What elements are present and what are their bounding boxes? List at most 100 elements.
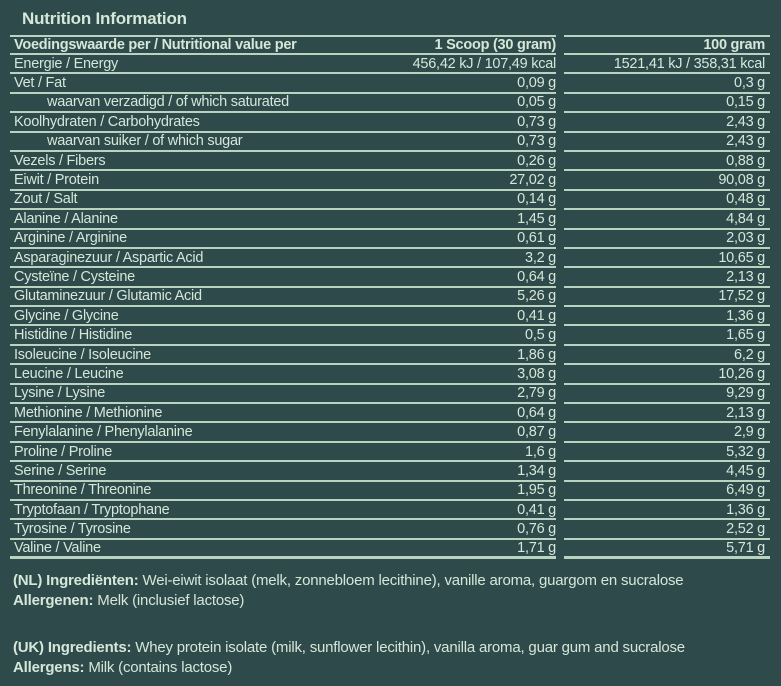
table-row: Lysine / Lysine 2,79 g 9,29 g <box>10 385 770 405</box>
row-value-per-100g: 10,26 g <box>564 365 770 385</box>
column-spacer <box>556 74 564 93</box>
row-value-per-100g: 2,9 g <box>564 423 770 443</box>
column-spacer <box>556 152 564 171</box>
column-spacer <box>556 482 564 501</box>
table-row: Tyrosine / Tyrosine 0,76 g 2,52 g <box>10 520 770 540</box>
row-label: Leucine / Leucine <box>10 365 356 385</box>
row-label: Valine / Valine <box>10 540 356 560</box>
table-row: Serine / Serine 1,34 g 4,45 g <box>10 462 770 482</box>
column-spacer <box>556 540 564 559</box>
row-value-per-100g: 1521,41 kJ / 358,31 kcal <box>564 55 770 75</box>
uk-allergens-line: Allergens: Milk (contains lactose) <box>13 658 771 678</box>
row-label: Glycine / Glycine <box>10 307 356 327</box>
nl-ingredients-line: (NL) Ingrediënten: Wei-eiwit isolaat (me… <box>13 571 771 591</box>
row-value-per-scoop: 0,41 g <box>356 501 556 521</box>
uk-ingredients-text: Whey protein isolate (milk, sunflower le… <box>135 639 685 657</box>
row-value-per-scoop: 0,87 g <box>356 423 556 443</box>
table-row: Vezels / Fibers 0,26 g 0,88 g <box>10 152 770 172</box>
column-spacer <box>556 133 564 152</box>
row-label: Koolhydraten / Carbohydrates <box>10 113 356 133</box>
row-value-per-100g: 5,71 g <box>564 540 770 560</box>
nutrition-table-body: Energie / Energy 456,42 kJ / 107,49 kcal 1… <box>10 55 770 560</box>
nl-allergens-label: Allergenen: <box>13 592 94 610</box>
nl-allergens-text: Melk (inclusief lactose) <box>97 592 245 610</box>
row-value-per-scoop: 0,14 g <box>356 191 556 211</box>
table-row: Vet / Fat 0,09 g 0,3 g <box>10 74 770 94</box>
row-label: Vet / Fat <box>10 74 356 94</box>
column-spacer <box>556 501 564 520</box>
table-row: Leucine / Leucine 3,08 g 10,26 g <box>10 365 770 385</box>
table-row: Eiwit / Protein 27,02 g 90,08 g <box>10 171 770 191</box>
table-row: waarvan verzadigd / of which saturated 0,… <box>10 94 770 114</box>
column-spacer <box>556 288 564 307</box>
header-label: Voedingswaarde per / Nutritional value p… <box>10 35 356 55</box>
column-spacer <box>556 171 564 190</box>
row-value-per-100g: 6,2 g <box>564 346 770 366</box>
column-spacer <box>556 307 564 326</box>
column-spacer <box>556 385 564 404</box>
row-label: Eiwit / Protein <box>10 171 356 191</box>
row-label: Serine / Serine <box>10 462 356 482</box>
nl-allergens-line: Allergenen: Melk (inclusief lactose) <box>13 591 771 611</box>
column-spacer <box>556 462 564 481</box>
row-label: Asparaginezuur / Aspartic Acid <box>10 249 356 269</box>
table-row: waarvan suiker / of which sugar 0,73 g 2,4… <box>10 133 770 152</box>
row-label: Glutaminezuur / Glutamic Acid <box>10 288 356 308</box>
column-spacer <box>556 249 564 268</box>
row-value-per-scoop: 1,34 g <box>356 462 556 482</box>
column-spacer <box>556 230 564 249</box>
uk-allergens-label: Allergens: <box>13 659 85 677</box>
table-row: Fenylalanine / Phenylalanine 0,87 g 2,9 g <box>10 423 770 443</box>
row-label: Zout / Salt <box>10 191 356 211</box>
row-label: Fenylalanine / Phenylalanine <box>10 423 356 443</box>
row-value-per-100g: 4,84 g <box>564 210 770 230</box>
row-value-per-100g: 1,36 g <box>564 501 770 521</box>
column-spacer <box>556 346 564 365</box>
row-value-per-scoop: 1,71 g <box>356 540 556 560</box>
row-value-per-scoop: 0,41 g <box>356 307 556 327</box>
row-label: Lysine / Lysine <box>10 385 356 405</box>
row-label: Tryptofaan / Tryptophane <box>10 501 356 521</box>
row-label: Cysteïne / Cysteine <box>10 268 356 288</box>
table-row: Cysteïne / Cysteine 0,64 g 2,13 g <box>10 268 770 288</box>
table-row: Asparaginezuur / Aspartic Acid 3,2 g 10,65… <box>10 249 770 269</box>
row-value-per-100g: 2,03 g <box>564 230 770 249</box>
nutrition-table: Voedingswaarde per / Nutritional value p… <box>10 35 770 560</box>
table-row: Isoleucine / Isoleucine 1,86 g 6,2 g <box>10 346 770 366</box>
header-per-scoop: 1 Scoop (30 gram) <box>356 35 556 55</box>
column-spacer <box>556 443 564 462</box>
table-row: Alanine / Alanine 1,45 g 4,84 g <box>10 210 770 230</box>
column-spacer <box>556 35 564 55</box>
table-row: Energie / Energy 456,42 kJ / 107,49 kcal 1… <box>10 55 770 75</box>
row-value-per-100g: 9,29 g <box>564 385 770 405</box>
column-spacer <box>556 404 564 423</box>
table-header-row: Voedingswaarde per / Nutritional value p… <box>10 35 770 55</box>
row-label: Arginine / Arginine <box>10 230 356 249</box>
table-row: Methionine / Methionine 0,64 g 2,13 g <box>10 404 770 424</box>
row-value-per-scoop: 1,86 g <box>356 346 556 366</box>
header-per-100g: 100 gram <box>564 35 770 55</box>
row-value-per-100g: 6,49 g <box>564 482 770 501</box>
row-label: Alanine / Alanine <box>10 210 356 230</box>
row-label: Proline / Proline <box>10 443 356 463</box>
row-label: Vezels / Fibers <box>10 152 356 172</box>
row-value-per-100g: 0,15 g <box>564 94 770 114</box>
row-value-per-100g: 10,65 g <box>564 249 770 269</box>
table-row: Zout / Salt 0,14 g 0,48 g <box>10 191 770 211</box>
column-spacer <box>556 55 564 74</box>
row-label: Histidine / Histidine <box>10 326 356 346</box>
table-row: Proline / Proline 1,6 g 5,32 g <box>10 443 770 463</box>
row-value-per-100g: 1,65 g <box>564 326 770 346</box>
row-value-per-100g: 0,88 g <box>564 152 770 172</box>
row-label: Threonine / Threonine <box>10 482 356 501</box>
row-value-per-scoop: 0,26 g <box>356 152 556 172</box>
row-label: Tyrosine / Tyrosine <box>10 520 356 540</box>
row-value-per-scoop: 456,42 kJ / 107,49 kcal <box>356 55 556 75</box>
column-spacer <box>556 191 564 210</box>
footer-nl: (NL) Ingrediënten: Wei-eiwit isolaat (me… <box>13 571 771 611</box>
row-value-per-100g: 5,32 g <box>564 443 770 463</box>
row-value-per-scoop: 1,6 g <box>356 443 556 463</box>
row-value-per-100g: 4,45 g <box>564 462 770 482</box>
row-value-per-scoop: 5,26 g <box>356 288 556 308</box>
row-value-per-100g: 17,52 g <box>564 288 770 308</box>
